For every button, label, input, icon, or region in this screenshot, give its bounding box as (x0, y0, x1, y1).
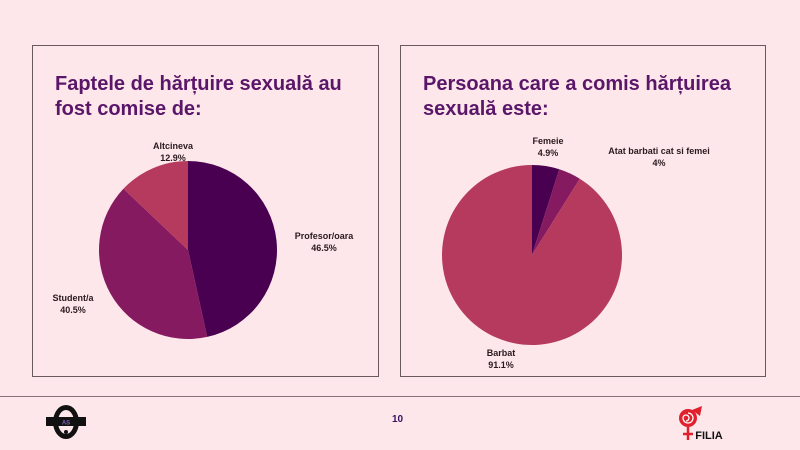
label-barbat: Barbat (487, 348, 516, 358)
value-femeie: 4.9% (538, 148, 559, 158)
label-altcineva: Altcineva (153, 141, 194, 151)
label-femeie: Femeie (532, 136, 563, 146)
pie-chart: Altcineva 12.9% Profesor/oara 46.5% Stud… (52, 141, 355, 339)
footer-divider (0, 396, 800, 397)
chart-panel-perpetrator-role: Faptele de hărțuire sexuală au fost comi… (32, 45, 379, 377)
pie-slice-atat-barbati-cat-si-femei (532, 169, 580, 255)
pie-slice-profesor-oara (188, 161, 277, 337)
svg-text:AS: AS (62, 421, 70, 427)
organization-logo-left: AS (46, 405, 86, 439)
chart-title: Faptele de hărțuire sexuală au fost comi… (55, 73, 342, 120)
svg-text:FILIA: FILIA (695, 430, 723, 442)
chart-title: Persoana care a comis hărțuirea sexuală … (423, 73, 731, 120)
chart-panel-perpetrator-gender: Persoana care a comis hărțuirea sexuală … (400, 45, 766, 377)
label-student: Student/a (52, 293, 94, 303)
value-altcineva: 12.9% (160, 153, 186, 163)
page-number: 10 (392, 414, 404, 425)
label-profesor: Profesor/oara (295, 231, 355, 241)
value-barbat: 91.1% (488, 360, 514, 370)
filia-logo: FILIA (679, 406, 723, 442)
value-ambele: 4% (652, 158, 665, 168)
value-profesor: 46.5% (311, 243, 337, 253)
pie-slice-altcineva (123, 161, 188, 250)
pie-slice-barbat (442, 165, 622, 346)
pie-slice-student-a (99, 188, 208, 339)
value-student: 40.5% (60, 305, 86, 315)
pie-slice-femeie (532, 165, 560, 255)
pie-chart: Femeie 4.9% Atat barbati cat si femei 4%… (442, 136, 710, 370)
label-ambele: Atat barbati cat si femei (608, 146, 710, 156)
